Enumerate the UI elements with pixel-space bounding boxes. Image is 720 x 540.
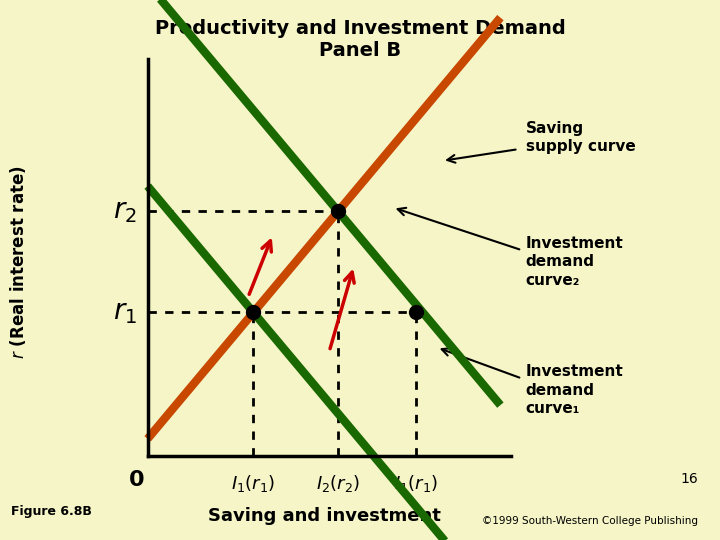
Text: Figure 6.8B: Figure 6.8B xyxy=(11,505,91,518)
Text: Investment
demand
curve₂: Investment demand curve₂ xyxy=(526,236,624,288)
Text: Saving
supply curve: Saving supply curve xyxy=(526,120,635,154)
Text: $\mathit{I}_1(\mathit{r}_1)$: $\mathit{I}_1(\mathit{r}_1)$ xyxy=(394,472,438,494)
Text: 0: 0 xyxy=(129,470,145,490)
Text: ©1999 South-Western College Publishing: ©1999 South-Western College Publishing xyxy=(482,516,698,526)
Text: $\mathit{I}_2(\mathit{r}_2)$: $\mathit{I}_2(\mathit{r}_2)$ xyxy=(316,472,360,494)
Point xyxy=(333,207,344,215)
Text: $\mathit{I}_1(\mathit{r}_1)$: $\mathit{I}_1(\mathit{r}_1)$ xyxy=(231,472,276,494)
Point xyxy=(410,308,421,317)
Text: Panel B: Panel B xyxy=(319,40,401,59)
Text: Saving and investment: Saving and investment xyxy=(207,507,441,525)
Text: $\mathit{r}$ (Real interest rate): $\mathit{r}$ (Real interest rate) xyxy=(8,165,28,359)
Point xyxy=(248,308,259,317)
Text: Productivity and Investment Demand: Productivity and Investment Demand xyxy=(155,19,565,38)
Text: $\mathit{r}_1$: $\mathit{r}_1$ xyxy=(113,299,137,327)
Text: Investment
demand
curve₁: Investment demand curve₁ xyxy=(526,364,624,416)
Text: $\mathit{r}_2$: $\mathit{r}_2$ xyxy=(113,197,137,225)
Text: 16: 16 xyxy=(680,472,698,486)
